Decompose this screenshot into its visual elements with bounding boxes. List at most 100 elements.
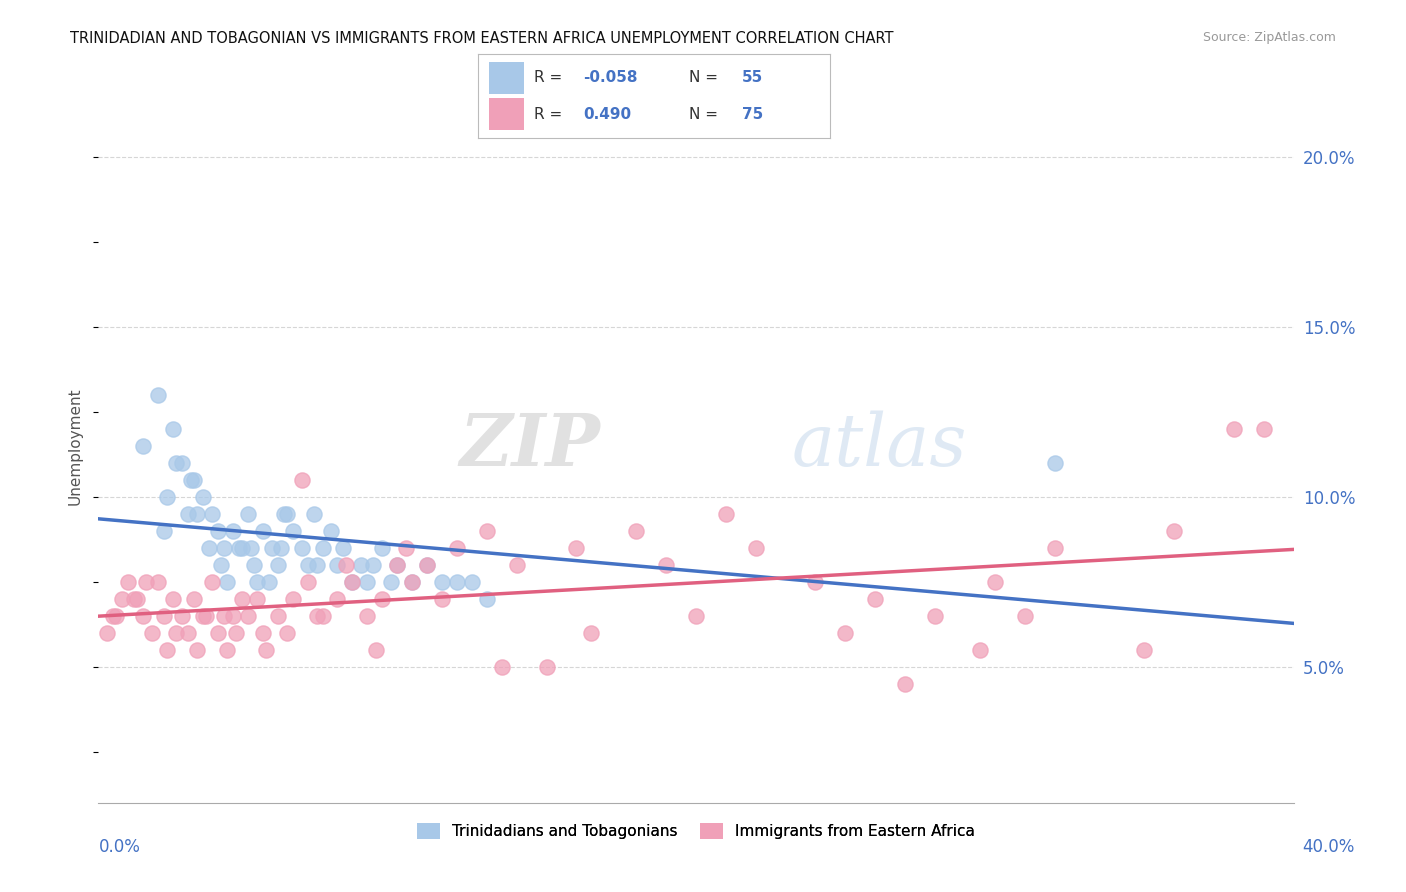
Point <box>291 473 314 487</box>
Point <box>260 541 283 555</box>
Point <box>356 574 378 589</box>
Point <box>252 524 274 538</box>
Point <box>416 558 439 572</box>
Point <box>228 541 250 555</box>
Point <box>215 643 238 657</box>
Point <box>332 541 354 555</box>
Point <box>172 608 194 623</box>
Point <box>281 591 304 606</box>
Point <box>156 490 179 504</box>
Text: 0.0%: 0.0% <box>98 838 141 856</box>
Point <box>148 574 170 589</box>
Point <box>111 591 134 606</box>
Point <box>207 626 229 640</box>
Point <box>371 541 394 555</box>
Point <box>297 574 319 589</box>
Point <box>924 608 946 623</box>
Point <box>252 626 274 640</box>
Point <box>103 608 125 623</box>
FancyBboxPatch shape <box>489 62 524 95</box>
Point <box>311 541 333 555</box>
Point <box>297 558 319 572</box>
Text: TRINIDADIAN AND TOBAGONIAN VS IMMIGRANTS FROM EASTERN AFRICA UNEMPLOYMENT CORREL: TRINIDADIAN AND TOBAGONIAN VS IMMIGRANTS… <box>70 31 894 46</box>
Point <box>385 558 409 572</box>
Point <box>127 591 149 606</box>
Text: 40.0%: 40.0% <box>1302 838 1355 856</box>
Point <box>475 524 498 538</box>
Point <box>267 608 290 623</box>
Point <box>246 574 269 589</box>
Point <box>153 608 176 623</box>
Point <box>461 574 484 589</box>
Point <box>177 626 200 640</box>
Point <box>105 608 128 623</box>
Point <box>148 388 170 402</box>
Point <box>180 473 202 487</box>
Point <box>894 677 917 691</box>
Point <box>655 558 678 572</box>
Point <box>96 626 118 640</box>
Point <box>291 541 314 555</box>
Text: R =: R = <box>534 70 568 85</box>
Point <box>1223 422 1246 436</box>
Point <box>342 574 364 589</box>
Point <box>209 558 232 572</box>
Point <box>231 591 253 606</box>
Point <box>267 558 290 572</box>
Text: Source: ZipAtlas.com: Source: ZipAtlas.com <box>1202 31 1336 45</box>
Point <box>380 574 402 589</box>
Point <box>153 524 176 538</box>
Point <box>243 558 266 572</box>
Point <box>132 608 155 623</box>
Point <box>984 574 1007 589</box>
Point <box>162 422 184 436</box>
Point <box>491 660 513 674</box>
Point <box>581 626 603 640</box>
Point <box>117 574 139 589</box>
Point <box>305 558 328 572</box>
Text: 75: 75 <box>742 107 763 122</box>
Point <box>212 608 235 623</box>
Point <box>834 626 856 640</box>
Point <box>172 456 194 470</box>
Point <box>132 439 155 453</box>
Point <box>335 558 357 572</box>
Point <box>215 574 238 589</box>
Point <box>342 574 364 589</box>
Text: N =: N = <box>689 107 723 122</box>
Point <box>305 608 328 623</box>
Point <box>162 591 184 606</box>
Point <box>186 507 208 521</box>
Point <box>198 541 221 555</box>
Point <box>714 507 737 521</box>
Point <box>416 558 439 572</box>
Point <box>326 558 349 572</box>
FancyBboxPatch shape <box>489 97 524 130</box>
Point <box>165 626 187 640</box>
Text: atlas: atlas <box>792 410 967 482</box>
Point <box>222 608 245 623</box>
Text: -0.058: -0.058 <box>583 70 638 85</box>
Point <box>1043 541 1066 555</box>
Point <box>270 541 292 555</box>
Point <box>191 608 214 623</box>
Point <box>430 591 453 606</box>
Text: N =: N = <box>689 70 723 85</box>
Point <box>565 541 588 555</box>
Point <box>395 541 418 555</box>
Point <box>135 574 157 589</box>
Point <box>273 507 295 521</box>
Point <box>201 574 224 589</box>
Point <box>236 608 259 623</box>
Point <box>371 591 394 606</box>
Point <box>1163 524 1185 538</box>
Point <box>212 541 235 555</box>
Point <box>186 643 208 657</box>
Point <box>276 626 298 640</box>
Point <box>156 643 179 657</box>
Point <box>239 541 262 555</box>
Point <box>475 591 498 606</box>
Point <box>124 591 146 606</box>
Point <box>326 591 349 606</box>
Text: ZIP: ZIP <box>460 410 600 482</box>
